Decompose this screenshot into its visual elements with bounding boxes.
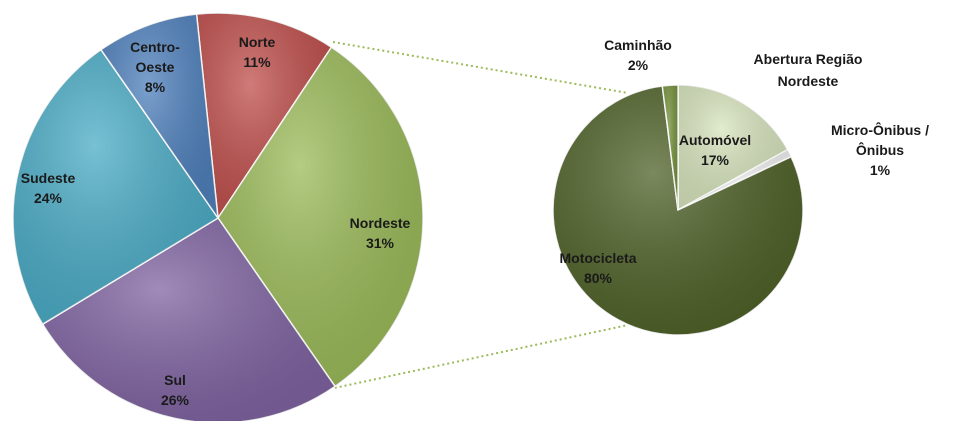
- chart-title: Abertura Região Nordeste: [753, 51, 863, 89]
- slice-name: Nordeste: [349, 215, 411, 231]
- slice-name: Micro-Ônibus / Ônibus: [831, 122, 929, 158]
- slice-label: Norte 11%: [227, 32, 287, 72]
- slice-name: Centro-Oeste: [130, 39, 180, 75]
- slice-value: 8%: [144, 79, 166, 95]
- slice-label: Sudeste 24%: [13, 168, 83, 208]
- slice-label: Micro-Ônibus / Ônibus 1%: [815, 120, 945, 180]
- slice-name: Sul: [164, 372, 186, 388]
- slice-name: Norte: [238, 34, 276, 50]
- slice-label: Centro-Oeste 8%: [120, 37, 190, 97]
- slice-label: Sul 26%: [145, 370, 205, 410]
- slice-value: 17%: [700, 152, 730, 168]
- slice-value: 1%: [869, 162, 891, 178]
- slice-value: 80%: [583, 270, 613, 286]
- slice-name: Automóvel: [678, 132, 752, 148]
- slice-label: Caminhão 2%: [593, 35, 683, 75]
- slice-name: Motocicleta: [559, 250, 637, 266]
- slice-label: Nordeste 31%: [335, 213, 425, 253]
- slice-value: 31%: [365, 235, 395, 251]
- slice-value: 11%: [243, 54, 271, 70]
- slice-value: 26%: [160, 392, 190, 408]
- slice-label: Motocicleta 80%: [543, 248, 653, 288]
- slice-label: Automóvel 17%: [670, 130, 760, 170]
- connector-line: [332, 41, 629, 94]
- slice-value: 2%: [627, 57, 649, 73]
- slice-name: Caminhão: [604, 37, 672, 53]
- slice-value: 24%: [33, 190, 63, 206]
- slice-name: Sudeste: [20, 170, 76, 186]
